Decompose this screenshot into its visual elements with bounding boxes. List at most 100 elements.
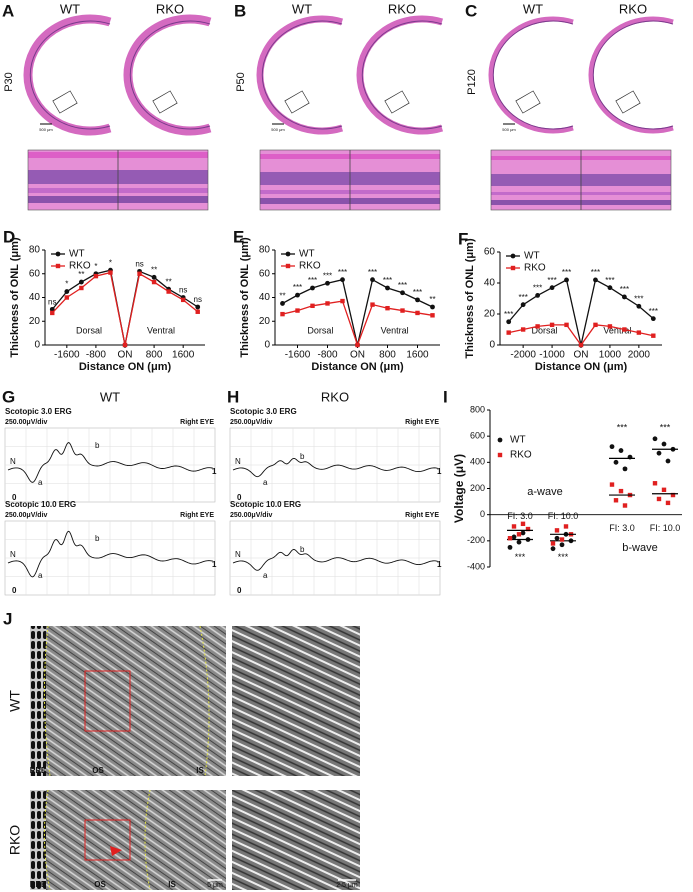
x-tick-label: -2000 (510, 350, 536, 361)
significance-label: *** (660, 423, 671, 433)
erg-marker: b (300, 545, 305, 554)
layer-label: IS (196, 766, 204, 775)
data-point (559, 537, 565, 542)
erg-trace (232, 457, 439, 478)
panel-label: C (465, 1, 477, 20)
erg-marker: 0 (12, 493, 17, 502)
significance-label: ** (78, 270, 84, 279)
data-point (516, 539, 522, 545)
series-line (508, 324, 654, 347)
data-point (137, 271, 142, 276)
y-tick-label: 400 (470, 457, 485, 467)
data-point (511, 534, 517, 540)
y-tick-label: 40 (259, 292, 271, 303)
roi-box (384, 90, 410, 114)
data-point (79, 285, 84, 291)
significance-label: ** (151, 265, 157, 274)
data-point (621, 294, 627, 300)
legend-label: WT (510, 435, 526, 446)
data-point (195, 309, 200, 314)
y-tick-label: 60 (259, 268, 271, 279)
significance-label: ** (429, 295, 435, 304)
roi-box (515, 90, 541, 114)
y-tick-label: 60 (484, 247, 496, 258)
erg-marker: 0 (237, 493, 242, 502)
panel-label: B (234, 1, 246, 20)
data-point (670, 492, 676, 498)
data-point (554, 535, 560, 541)
y-axis-label: Thickness of ONL (μm) (9, 237, 21, 358)
retina-section-inner (29, 20, 111, 130)
data-point (564, 322, 569, 328)
retina-section-inner (592, 20, 674, 130)
panel-label: D (3, 227, 15, 246)
retina-section (123, 14, 212, 136)
y-tick-label: 80 (29, 245, 41, 256)
zoom-box (84, 819, 131, 861)
series-line (282, 300, 433, 347)
x-tick-label: 800 (379, 350, 396, 361)
data-point (656, 450, 662, 456)
y-tick-label: -400 (467, 561, 485, 571)
y-tick-label: 40 (484, 278, 496, 289)
panel-label: G (2, 387, 15, 406)
retina-section (23, 14, 112, 136)
data-point (385, 305, 390, 311)
zoom-box (84, 670, 131, 732)
data-point (622, 466, 628, 472)
arrowhead (110, 846, 122, 856)
significance-label: ns (135, 259, 143, 268)
y-tick-label: -200 (467, 535, 485, 545)
erg-marker: b (95, 534, 100, 543)
legend-label: RKO (510, 450, 532, 461)
genotype-label: RKO (156, 1, 184, 16)
roi-box (284, 90, 310, 114)
data-point (563, 524, 569, 529)
significance-label: *** (518, 293, 527, 302)
data-point (340, 298, 345, 304)
legend-marker (55, 251, 61, 257)
data-point (520, 327, 526, 332)
erg-scale: 250.00μV/div (5, 512, 48, 519)
data-point (400, 290, 405, 296)
data-point (516, 532, 522, 537)
panel-label: H (227, 387, 239, 406)
category-label: FI: 3.0 (507, 511, 533, 521)
data-point (613, 498, 619, 503)
erg-marker: a (263, 571, 268, 580)
x-tick-label: ON (350, 350, 365, 361)
significance-label: *** (617, 423, 628, 433)
erg-marker: 0 (12, 586, 17, 595)
significance-label: *** (293, 283, 302, 292)
erg-eye: Right EYE (405, 512, 439, 519)
data-point (564, 277, 569, 283)
significance-label: *** (558, 552, 569, 562)
data-point (609, 444, 615, 450)
significance-label: *** (338, 268, 347, 277)
legend-marker (510, 253, 516, 259)
significance-label: *** (515, 552, 526, 562)
data-point (607, 324, 613, 329)
erg-scale: 250.00μV/div (230, 419, 273, 426)
roi-box (152, 90, 178, 114)
layer-label: RPE (30, 880, 47, 889)
x-tick-label: 1000 (599, 350, 622, 361)
em-image (30, 790, 226, 890)
data-point (50, 310, 55, 316)
erg-title: RKO (321, 389, 349, 404)
legend-label: WT (524, 251, 540, 262)
data-point (549, 322, 555, 328)
x-tick-label: ON (118, 350, 133, 361)
panel-label: I (443, 387, 448, 406)
group-label: a-wave (527, 486, 562, 498)
data-point (325, 301, 330, 306)
data-point (622, 503, 628, 508)
layer-boundary (43, 625, 51, 777)
y-tick-label: 20 (484, 309, 496, 320)
data-point (535, 293, 541, 298)
legend-label: RKO (524, 263, 546, 274)
x-tick-label: ON (574, 350, 589, 361)
erg-marker: N (235, 550, 241, 559)
data-point (280, 301, 285, 306)
erg-marker: 1 (437, 467, 442, 476)
